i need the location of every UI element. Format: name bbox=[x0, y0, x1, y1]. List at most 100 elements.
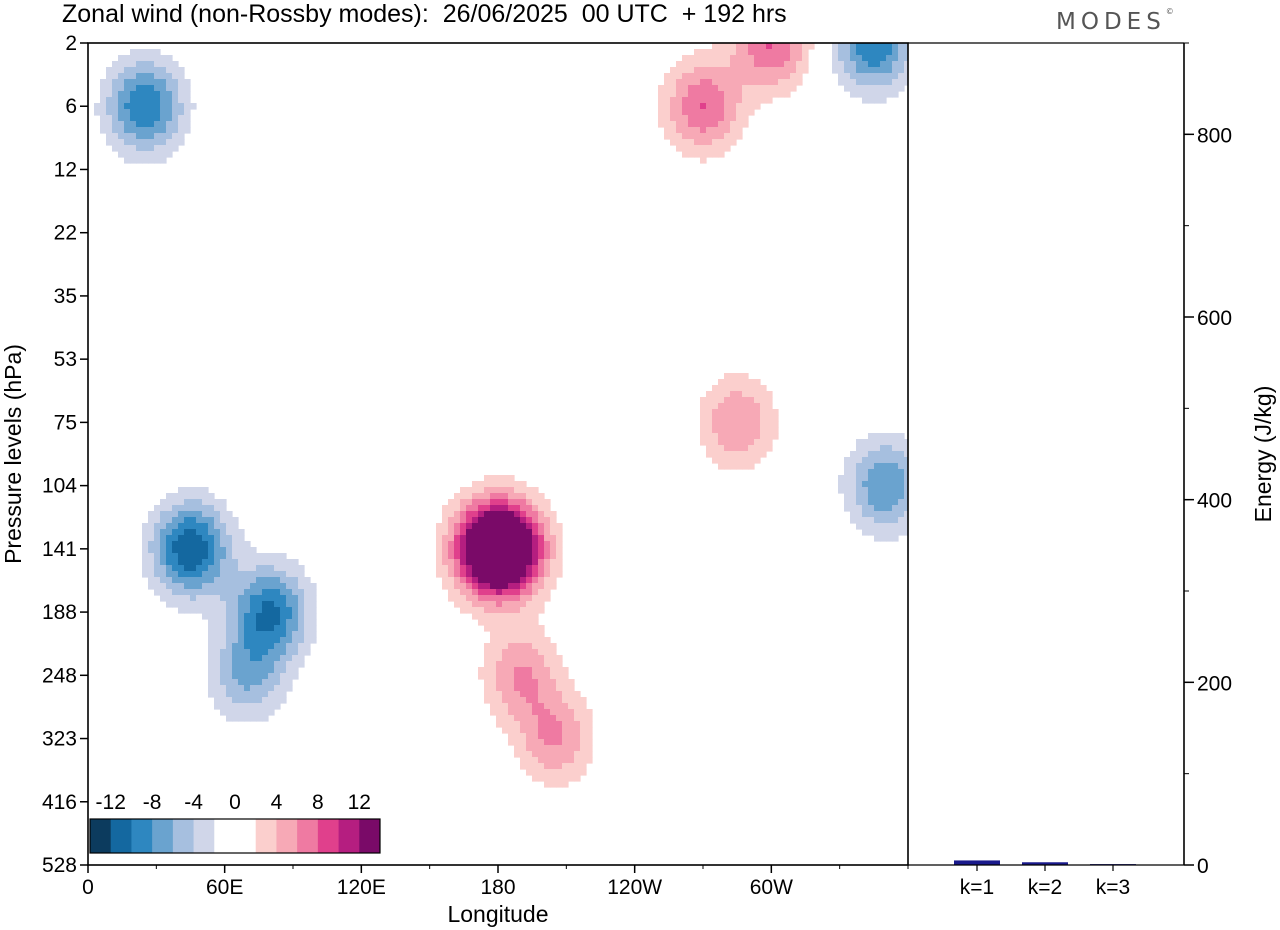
heatmap-cell bbox=[538, 631, 545, 638]
heatmap-cell bbox=[460, 523, 467, 530]
heatmap-cell bbox=[220, 565, 227, 572]
heatmap-cell bbox=[256, 691, 263, 698]
heatmap-cell bbox=[178, 523, 185, 530]
heatmap-cell bbox=[514, 703, 521, 710]
heatmap-cell bbox=[112, 67, 119, 74]
heatmap-cell bbox=[436, 553, 443, 560]
heatmap-cell bbox=[478, 571, 485, 578]
heatmap-cell bbox=[232, 661, 239, 668]
heatmap-cell bbox=[172, 499, 179, 506]
heatmap-cell bbox=[436, 523, 443, 530]
heatmap-cell bbox=[712, 121, 719, 128]
heatmap-cell bbox=[268, 613, 275, 620]
heatmap-cell bbox=[724, 127, 731, 134]
heatmap-cell bbox=[496, 523, 503, 530]
heatmap-cell bbox=[862, 79, 869, 86]
heatmap-cell bbox=[208, 577, 215, 584]
heatmap-cell bbox=[736, 451, 743, 458]
heatmap-cell bbox=[676, 73, 683, 80]
heatmap-cell bbox=[748, 421, 755, 428]
heatmap-cell bbox=[724, 391, 731, 398]
heatmap-cell bbox=[202, 583, 209, 590]
heatmap-cell bbox=[178, 487, 185, 494]
heatmap-cell bbox=[130, 79, 137, 86]
heatmap-cell bbox=[496, 649, 503, 656]
heatmap-cell bbox=[532, 685, 539, 692]
heatmap-cell bbox=[256, 697, 263, 704]
heatmap-cell bbox=[526, 553, 533, 560]
heatmap-cell bbox=[688, 109, 695, 116]
heatmap-cell bbox=[880, 439, 887, 446]
heatmap-cell bbox=[694, 67, 701, 74]
heatmap-cell bbox=[172, 541, 179, 548]
heatmap-cell bbox=[772, 61, 779, 68]
heatmap-cell bbox=[880, 535, 887, 542]
heatmap-cell bbox=[676, 145, 683, 152]
heatmap-cell bbox=[904, 499, 908, 506]
heatmap-cell bbox=[862, 475, 869, 482]
heatmap-cell bbox=[154, 79, 161, 86]
heatmap-cell bbox=[724, 385, 731, 392]
heatmap-cell bbox=[520, 685, 527, 692]
heatmap-cell bbox=[706, 97, 713, 104]
heatmap-cell bbox=[256, 667, 263, 674]
heatmap-cell bbox=[298, 655, 305, 662]
heatmap-cell bbox=[802, 55, 809, 62]
heatmap-cell bbox=[664, 121, 671, 128]
heatmap-cell bbox=[490, 655, 497, 662]
heatmap-cell bbox=[538, 547, 545, 554]
heatmap-cell bbox=[178, 91, 185, 98]
heatmap-cell bbox=[496, 559, 503, 566]
heatmap-cell bbox=[730, 391, 737, 398]
heatmap-cell bbox=[142, 541, 149, 548]
heatmap-cell bbox=[220, 523, 227, 530]
heatmap-cell bbox=[706, 427, 713, 434]
heatmap-cell bbox=[460, 607, 467, 614]
heatmap-cell bbox=[712, 427, 719, 434]
heatmap-cell bbox=[496, 553, 503, 560]
heatmap-cell bbox=[568, 709, 575, 716]
heatmap-cell bbox=[148, 139, 155, 146]
colorbar-swatch bbox=[131, 819, 153, 853]
heatmap-cell bbox=[694, 151, 701, 158]
heatmap-cell bbox=[442, 565, 449, 572]
heatmap-cell bbox=[838, 67, 845, 74]
heatmap-cell bbox=[730, 73, 737, 80]
heatmap-cell bbox=[508, 727, 515, 734]
heatmap-cell bbox=[544, 721, 551, 728]
heatmap-cell bbox=[154, 115, 161, 122]
heatmap-cell bbox=[514, 499, 521, 506]
heatmap-cell bbox=[250, 631, 257, 638]
heatmap-cell bbox=[898, 55, 905, 62]
heatmap-cell bbox=[442, 541, 449, 548]
heatmap-cell bbox=[898, 505, 905, 512]
heatmap-cell bbox=[244, 559, 251, 566]
heatmap-cell bbox=[772, 433, 779, 440]
heatmap-cell bbox=[526, 493, 533, 500]
heatmap-cell bbox=[550, 517, 557, 524]
heatmap-cell bbox=[874, 475, 881, 482]
heatmap-cell bbox=[538, 709, 545, 716]
heatmap-cell bbox=[478, 517, 485, 524]
heatmap-cell bbox=[772, 43, 779, 50]
heatmap-cell bbox=[232, 571, 239, 578]
heatmap-cell bbox=[724, 145, 731, 152]
heatmap-cell bbox=[658, 85, 665, 92]
heatmap-cell bbox=[292, 649, 299, 656]
heatmap-cell bbox=[484, 655, 491, 662]
colorbar-swatch bbox=[297, 819, 319, 853]
heatmap-cell bbox=[562, 733, 569, 740]
heatmap-cell bbox=[466, 523, 473, 530]
heatmap-cell bbox=[562, 763, 569, 770]
heatmap-cell bbox=[784, 61, 791, 68]
heatmap-cell bbox=[232, 589, 239, 596]
heatmap-cell bbox=[190, 487, 197, 494]
heatmap-cell bbox=[304, 577, 311, 584]
heatmap-cell bbox=[172, 493, 179, 500]
heatmap-cell bbox=[718, 403, 725, 410]
heatmap-cell bbox=[124, 91, 131, 98]
heatmap-cell bbox=[502, 625, 509, 632]
heatmap-cell bbox=[676, 109, 683, 116]
heatmap-cell bbox=[448, 535, 455, 542]
heatmap-cell bbox=[178, 577, 185, 584]
